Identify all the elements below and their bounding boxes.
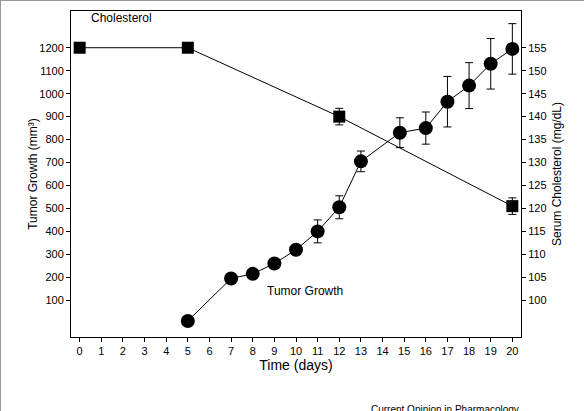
svg-text:Cholesterol: Cholesterol (91, 11, 152, 25)
svg-text:19: 19 (485, 345, 497, 357)
svg-text:18: 18 (463, 345, 475, 357)
svg-text:700: 700 (45, 156, 63, 168)
svg-text:7: 7 (228, 345, 234, 357)
svg-text:100: 100 (528, 294, 546, 306)
svg-text:9: 9 (271, 345, 277, 357)
svg-text:105: 105 (528, 271, 546, 283)
svg-text:1: 1 (98, 345, 104, 357)
svg-text:5: 5 (185, 345, 191, 357)
svg-text:1200: 1200 (39, 42, 63, 54)
svg-text:15: 15 (398, 345, 410, 357)
svg-text:0: 0 (77, 345, 83, 357)
svg-text:125: 125 (528, 179, 546, 191)
svg-text:10: 10 (290, 345, 302, 357)
svg-text:900: 900 (45, 110, 63, 122)
svg-text:140: 140 (528, 110, 546, 122)
svg-text:17: 17 (441, 345, 453, 357)
svg-text:4: 4 (163, 345, 169, 357)
svg-text:1000: 1000 (39, 88, 63, 100)
svg-text:Current Opinion in Pharmacolog: Current Opinion in Pharmacology (371, 404, 519, 411)
svg-text:145: 145 (528, 88, 546, 100)
svg-text:120: 120 (528, 202, 546, 214)
svg-text:11: 11 (312, 345, 323, 357)
svg-text:150: 150 (528, 65, 546, 77)
svg-text:12: 12 (333, 345, 345, 357)
svg-text:Serum Cholesterol (mg/dL): Serum Cholesterol (mg/dL) (550, 102, 564, 246)
svg-text:13: 13 (355, 345, 367, 357)
svg-text:20: 20 (506, 345, 518, 357)
svg-text:115: 115 (528, 225, 546, 237)
svg-text:2: 2 (120, 345, 126, 357)
svg-text:1100: 1100 (40, 65, 64, 77)
svg-text:110: 110 (528, 248, 546, 260)
svg-text:300: 300 (45, 248, 63, 260)
svg-text:16: 16 (420, 345, 432, 357)
svg-text:Time (days): Time (days) (259, 357, 332, 373)
svg-text:6: 6 (206, 345, 212, 357)
svg-text:155: 155 (528, 42, 546, 54)
svg-text:Tumor Growth: Tumor Growth (267, 284, 343, 298)
svg-text:600: 600 (45, 179, 63, 191)
svg-text:130: 130 (528, 156, 546, 168)
svg-text:8: 8 (250, 345, 256, 357)
svg-text:14: 14 (376, 345, 388, 357)
svg-text:800: 800 (45, 133, 63, 145)
svg-text:500: 500 (45, 202, 63, 214)
svg-text:100: 100 (45, 294, 63, 306)
svg-text:3: 3 (141, 345, 147, 357)
svg-text:400: 400 (45, 225, 63, 237)
svg-text:135: 135 (528, 133, 546, 145)
svg-text:200: 200 (45, 271, 63, 283)
svg-text:Tumor Growth (mm³): Tumor Growth (mm³) (26, 118, 40, 230)
